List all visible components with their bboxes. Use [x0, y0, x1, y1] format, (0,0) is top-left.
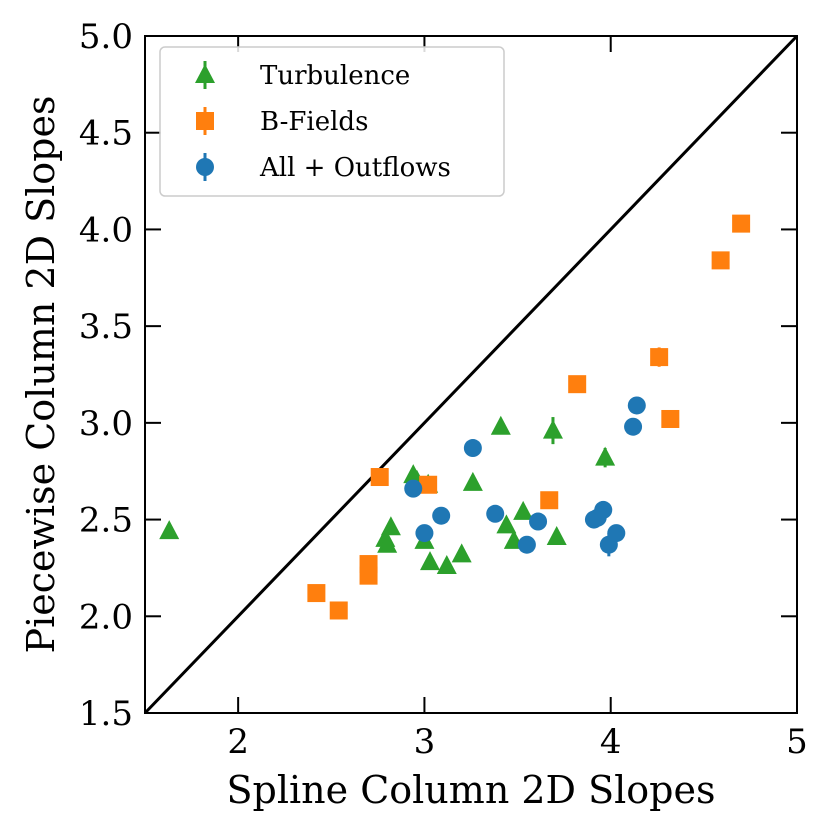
x-axis-title: Spline Column 2D Slopes — [227, 768, 716, 812]
data-point-triangle — [546, 525, 567, 545]
data-point-circle — [529, 512, 548, 531]
plot-frame — [144, 35, 798, 714]
data-point-circle — [517, 535, 536, 554]
x-tick-label: 3 — [414, 722, 436, 762]
data-point-square — [540, 491, 559, 510]
data-point-triangle — [159, 520, 180, 540]
y-tick-label: 2.5 — [79, 501, 133, 541]
data-point-triangle — [496, 514, 517, 534]
data-point-triangle — [513, 500, 534, 520]
data-point-circle — [627, 396, 646, 415]
y-tick-label: 5.0 — [79, 17, 133, 57]
legend-item: All + Outflows — [196, 153, 451, 183]
x-tick-label: 5 — [786, 722, 808, 762]
series-all-outflows — [404, 396, 646, 557]
reference-line — [143, 34, 799, 715]
x-tick-label: 2 — [227, 722, 249, 762]
legend-marker-triangle — [195, 64, 215, 83]
data-point-triangle — [462, 471, 483, 491]
legend-item: B-Fields — [196, 107, 368, 137]
data-point-square — [732, 214, 751, 233]
data-point-square — [568, 375, 587, 394]
y-tick-label: 3.0 — [79, 404, 133, 444]
legend-label: B-Fields — [260, 107, 368, 137]
legend-label: Turbulence — [260, 61, 410, 91]
legend-marker-square — [196, 112, 214, 130]
data-point-square — [329, 601, 348, 620]
x-tick-label: 4 — [600, 722, 622, 762]
data-point-square — [419, 475, 438, 494]
data-point-circle — [432, 506, 451, 525]
data-point-triangle — [377, 533, 398, 553]
axis-ticks-layer: 2 3 4 5 1.5 2.0 2.5 3.0 3.5 4.0 4.5 5.0 — [79, 17, 808, 762]
data-point-circle — [607, 524, 626, 543]
legend-box — [159, 46, 505, 197]
legend-items: Turbulence B-Fields All + Outflows — [195, 61, 451, 183]
data-point-square — [711, 251, 730, 270]
y-tick-label: 3.5 — [79, 307, 133, 347]
legend-item: Turbulence — [195, 61, 410, 91]
y-tick-label: 2.0 — [79, 597, 133, 637]
y-tick-label: 4.5 — [79, 114, 133, 154]
data-point-circle — [404, 479, 423, 498]
data-point-circle — [463, 439, 482, 458]
data-point-circle — [624, 417, 643, 436]
legend-marker-circle — [196, 158, 214, 176]
series-b-fields — [307, 214, 751, 620]
y-tick-label: 4.0 — [79, 210, 133, 250]
data-point-circle — [486, 504, 505, 523]
data-point-triangle — [380, 516, 401, 536]
reference-line-layer — [143, 34, 799, 715]
data-point-triangle — [595, 446, 616, 466]
y-tick-label: 1.5 — [79, 694, 133, 734]
data-point-square — [370, 468, 389, 487]
data-point-square — [359, 566, 378, 585]
legend: Turbulence B-Fields All + Outflows — [159, 46, 505, 197]
data-point-square — [661, 409, 680, 428]
data-point-circle — [415, 524, 434, 543]
y-axis-title: Piecewise Column 2D Slopes — [19, 96, 63, 654]
data-point-triangle — [420, 551, 441, 571]
data-point-square — [650, 348, 669, 367]
data-point-triangle — [451, 543, 472, 563]
data-point-triangle — [436, 554, 457, 574]
legend-label: All + Outflows — [259, 153, 451, 183]
data-point-triangle — [490, 415, 511, 435]
data-point-square — [307, 584, 326, 603]
data-point-circle — [594, 500, 613, 519]
data-point-triangle — [542, 419, 563, 439]
data-points-layer — [159, 214, 751, 620]
